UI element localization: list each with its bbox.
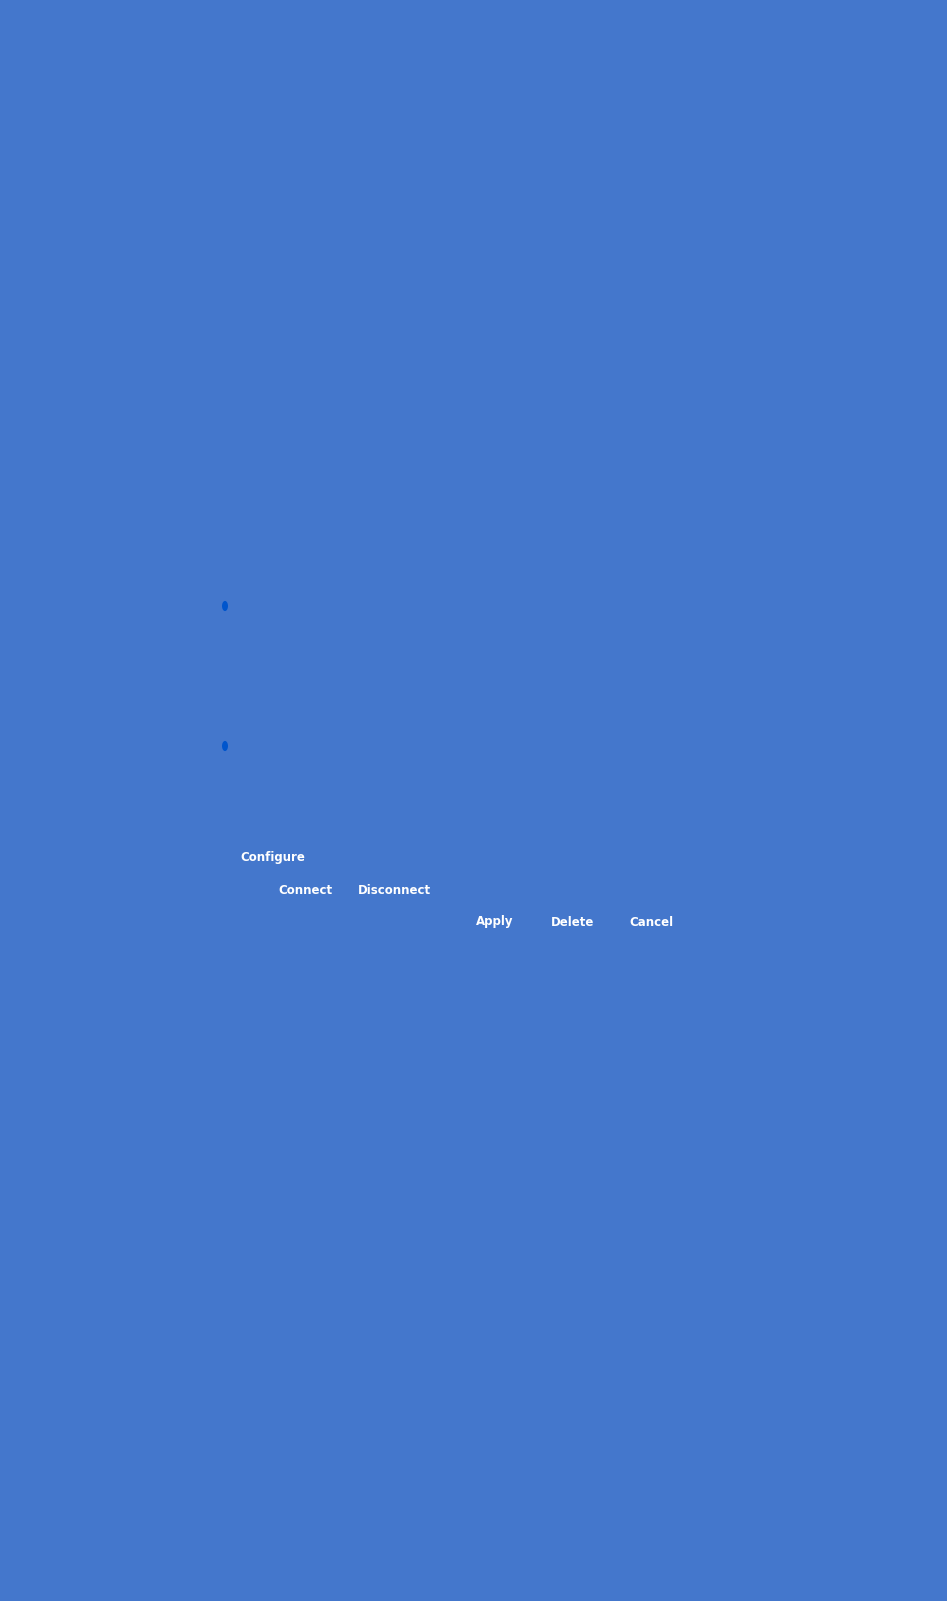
Text: VPI:: VPI:: [410, 628, 433, 640]
Bar: [455, 765, 525, 783]
Text: Connect: Connect: [277, 884, 332, 897]
Text: 60: 60: [221, 685, 235, 695]
Bar: [100, 501, 230, 519]
Text: 0: 0: [486, 536, 493, 548]
Text: PPPoA is also known as RFC 2364. It is a method of encapsulating PPP packets in : PPPoA is also known as RFC 2364. It is a…: [40, 150, 797, 165]
Text: Sharing:: Sharing:: [435, 503, 485, 517]
Text: PAP: PAP: [322, 740, 343, 752]
Text: 0: 0: [459, 712, 466, 724]
Text: username: username: [221, 628, 280, 640]
Text: Cancel: Cancel: [629, 916, 673, 929]
Text: VCI:: VCI:: [410, 655, 434, 669]
Bar: [491, 597, 505, 615]
Bar: [455, 653, 525, 671]
Text: VLAN ID:: VLAN ID:: [250, 535, 302, 549]
Text: PPPoA Connection: PPPoA Connection: [40, 90, 270, 110]
Text: determine which encapsulation is being used on your Internet connection.: determine which encapsulation is being u…: [40, 339, 697, 355]
Text: 0: 0: [307, 536, 314, 548]
Text: SCR:: SCR:: [410, 740, 438, 752]
Bar: [217, 653, 327, 671]
Text: LLC: LLC: [233, 599, 254, 613]
Text: 1500: 1500: [221, 768, 249, 780]
Text: Authentication:: Authentication:: [57, 740, 148, 752]
Bar: [455, 736, 525, 756]
Text: Priority Bits:: Priority Bits:: [400, 535, 473, 549]
Bar: [217, 765, 282, 783]
Bar: [217, 624, 327, 644]
Text: cps: cps: [530, 740, 550, 752]
Text: Type:: Type:: [285, 503, 316, 517]
Text: Debug:: Debug:: [277, 823, 320, 836]
Bar: [45, 450, 700, 480]
Circle shape: [222, 600, 228, 612]
Text: On Demand:: On Demand:: [57, 796, 132, 809]
Bar: [553, 501, 567, 519]
Bar: [455, 680, 525, 700]
Bar: [217, 823, 230, 836]
Bar: [455, 823, 468, 836]
Text: Configure: Configure: [240, 852, 305, 865]
Bar: [320, 501, 392, 519]
Bar: [455, 597, 505, 615]
Text: usecs: usecs: [530, 796, 563, 809]
Bar: [455, 709, 525, 727]
Text: MTU:: MTU:: [57, 767, 87, 781]
Text: ●●●●●: ●●●●●: [221, 656, 270, 668]
Text: PVC Settings: PVC Settings: [487, 572, 583, 584]
Text: PPP Settings: PPP Settings: [152, 572, 248, 584]
Text: establishing a network connection/session between network hosts. It usually prov: establishing a network connection/sessio…: [40, 226, 825, 242]
Text: ▼: ▼: [493, 602, 499, 610]
Bar: [217, 796, 230, 809]
Text: Apply: Apply: [476, 916, 514, 929]
Text: Auto: Auto: [410, 815, 438, 828]
Text: Keep Alive:: Keep Alive:: [57, 711, 123, 725]
Bar: [487, 501, 567, 519]
Text: VC: VC: [270, 599, 286, 613]
Text: PVC:: PVC:: [410, 831, 438, 844]
Text: PVC:: PVC:: [410, 599, 438, 613]
Text: cps: cps: [530, 711, 550, 725]
Text: 0: 0: [459, 741, 466, 751]
Bar: [392, 852, 405, 865]
Text: cells that are carried over the DSL line. PPP, or point-to-point protocol, is a : cells that are carried over the DSL line…: [40, 187, 852, 203]
Text: 0: 0: [459, 768, 466, 780]
Text: 10: 10: [221, 712, 235, 724]
Text: Disconnect: Disconnect: [358, 884, 431, 897]
Text: User Manual: User Manual: [40, 18, 118, 30]
Bar: [217, 852, 230, 865]
Text: NAT: NAT: [122, 535, 145, 549]
Text: Firewall: Firewall: [165, 535, 209, 549]
Bar: [378, 501, 392, 519]
Text: PPP Unnumbered:: PPP Unnumbered:: [57, 823, 163, 836]
Text: Options:: Options:: [57, 535, 107, 549]
Text: New PPPoA Connection Setup: New PPPoA Connection Setup: [45, 999, 250, 1013]
Circle shape: [222, 741, 228, 751]
Bar: [217, 680, 282, 700]
Text: Name:: Name:: [57, 503, 96, 517]
Text: ▼: ▼: [555, 506, 562, 514]
Text: two different methods of encapsulating the PPP packet. Contact your service prov: two different methods of encapsulating t…: [40, 303, 834, 317]
Text: QoS:: QoS:: [410, 684, 438, 696]
Text: CHAP: CHAP: [277, 740, 309, 752]
Text: Disable: Disable: [490, 504, 531, 516]
Text: Page 36 of 118: Page 36 of 118: [40, 1571, 140, 1583]
Bar: [392, 796, 405, 809]
Bar: [303, 533, 353, 551]
Text: Password:: Password:: [57, 655, 116, 669]
Text: New: New: [458, 600, 482, 612]
Text: UBR: UBR: [458, 685, 481, 695]
Text: bytes: bytes: [287, 767, 320, 781]
Text: Encapsulation:: Encapsulation:: [57, 599, 144, 613]
Text: ✓: ✓: [108, 536, 117, 548]
Text: CDVT:: CDVT:: [410, 796, 445, 809]
Text: ▼: ▼: [507, 538, 513, 546]
Text: ✓: ✓: [151, 536, 160, 548]
Text: 0: 0: [459, 629, 466, 639]
Text: ✓: ✓: [393, 797, 402, 807]
Text: mechanism of authenticating users. Logical link control (LLC) and virtual circui: mechanism of authenticating users. Logic…: [40, 264, 861, 279]
Bar: [505, 533, 519, 551]
Bar: [107, 535, 120, 549]
Text: PPPoA Connection Setup: PPPoA Connection Setup: [291, 458, 455, 472]
Text: Delete: Delete: [551, 916, 595, 929]
